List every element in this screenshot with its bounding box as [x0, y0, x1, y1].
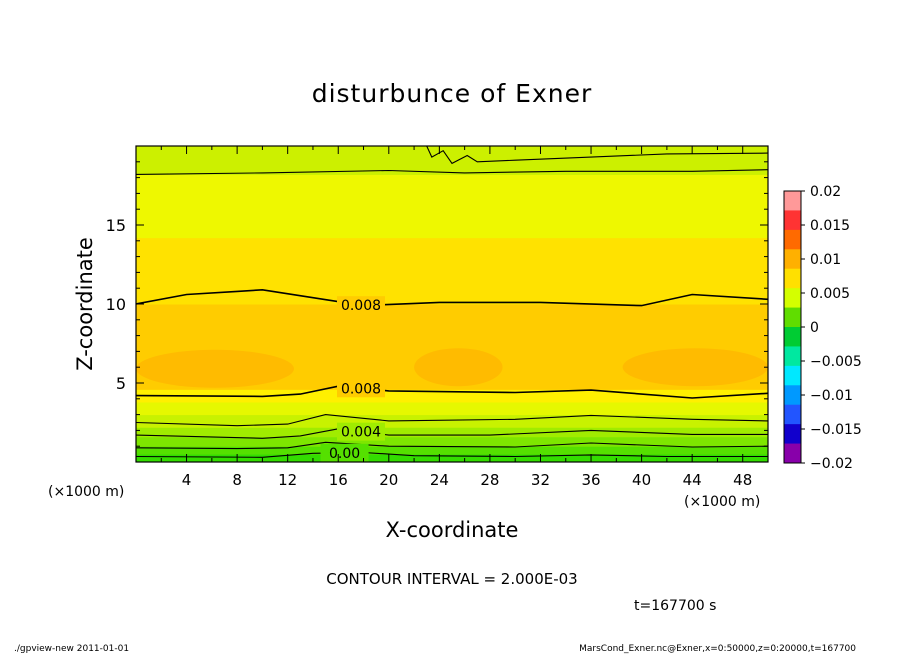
colorbar-cell-4 — [784, 268, 801, 289]
colorbar-tick-label-0: 0.02 — [810, 184, 841, 200]
colorbar-cell-7 — [784, 327, 801, 347]
x-tick-label-6: 28 — [480, 471, 499, 489]
field-band-1 — [136, 446, 768, 455]
field-band-4 — [136, 414, 768, 428]
colorbar-tick-label-1: 0.015 — [810, 218, 850, 234]
colorbar-tick-label-2: 0.01 — [810, 252, 841, 268]
colorbar-cell-6 — [784, 307, 801, 328]
x-tick-label-5: 24 — [430, 471, 449, 489]
time-text: t=167700 s — [634, 598, 716, 614]
colorbar-cell-0 — [784, 191, 801, 211]
colorbar-tick-label-3: 0.005 — [810, 286, 850, 302]
plot-area — [136, 146, 768, 462]
local-maximum-0 — [136, 349, 294, 388]
colorbar-cell-13 — [784, 443, 801, 464]
colorbar-tick-label-7: −0.015 — [810, 422, 862, 438]
field-band-6 — [136, 389, 768, 403]
footer-left-text: ./gpview-new 2011-01-01 — [14, 644, 129, 654]
colorbar-tick-label-8: −0.02 — [810, 456, 853, 472]
x-unit-right: (×1000 m) — [684, 494, 760, 510]
field-band-10 — [136, 146, 768, 175]
contour-label-bg-5 — [336, 296, 385, 315]
y-tick-label-2: 15 — [106, 216, 126, 235]
colorbar-cell-9 — [784, 365, 801, 386]
x-tick-label-3: 16 — [329, 471, 348, 489]
x-unit-left: (×1000 m) — [48, 484, 124, 500]
x-tick-label-8: 36 — [581, 471, 600, 489]
field-band-8 — [136, 237, 768, 305]
x-tick-label-9: 40 — [632, 471, 651, 489]
x-tick-label-1: 8 — [232, 471, 242, 489]
contour-label-4: 0.008 — [341, 381, 381, 397]
x-tick-label-0: 4 — [182, 471, 192, 489]
contour-line-1 — [136, 441, 768, 450]
chart-title: disturbunce of Exner — [312, 79, 593, 108]
contour-line-4 — [136, 385, 768, 399]
contour-line-7 — [426, 146, 768, 165]
x-tick-label-4: 20 — [379, 471, 398, 489]
colorbar-cell-1 — [784, 210, 801, 231]
colorbar-cell-2 — [784, 229, 801, 250]
colorbar-tick-label-4: 0 — [810, 320, 819, 336]
x-tick-label-2: 12 — [278, 471, 297, 489]
contour-line-6 — [136, 169, 768, 175]
contour-label-bg-4 — [336, 379, 385, 398]
footer-right-text: MarsCond_Exner.nc@Exner,x=0:50000,z=0:20… — [579, 644, 856, 654]
field-band-3 — [136, 427, 768, 438]
contour-label-2: 0.004 — [341, 425, 381, 441]
local-maximum-1 — [414, 348, 503, 387]
x-tick-label-7: 32 — [531, 471, 550, 489]
x-axis-label: X-coordinate — [386, 518, 519, 542]
colorbar-tick-label-5: −0.005 — [810, 354, 862, 370]
contour-label-bg-0 — [320, 443, 369, 462]
y-tick-label-1: 10 — [106, 295, 126, 314]
colorbar-tick-label-6: −0.01 — [810, 388, 853, 404]
colorbar-cell-8 — [784, 346, 801, 367]
x-tick-label-11: 48 — [733, 471, 752, 489]
y-axis-label: Z-coordinate — [73, 237, 97, 371]
colorbar-cell-10 — [784, 385, 801, 406]
contour-label-0: 0.00 — [329, 446, 360, 462]
field-band-2 — [136, 436, 768, 447]
colorbar-cell-3 — [784, 249, 801, 270]
contour-line-3 — [136, 414, 768, 427]
field-band-0 — [136, 454, 768, 462]
field-band-5 — [136, 401, 768, 416]
local-maximum-2 — [622, 348, 768, 387]
y-tick-label-0: 5 — [116, 374, 126, 393]
contour-line-2 — [136, 428, 768, 439]
field-band-9 — [136, 174, 768, 239]
contour-interval-text: CONTOUR INTERVAL = 2.000E-03 — [326, 570, 577, 588]
colorbar-cell-12 — [784, 424, 801, 444]
colorbar-cell-11 — [784, 404, 801, 425]
colorbar-cell-5 — [784, 288, 801, 308]
contour-label-5: 0.008 — [341, 298, 381, 314]
colorbar: 0.02 0.015 0.01 0.005 0 −0.005 −0.01 −0.015 −0.0… — [783, 184, 862, 472]
contour-label-bg-2 — [336, 422, 385, 441]
x-tick-label-10: 44 — [683, 471, 702, 489]
